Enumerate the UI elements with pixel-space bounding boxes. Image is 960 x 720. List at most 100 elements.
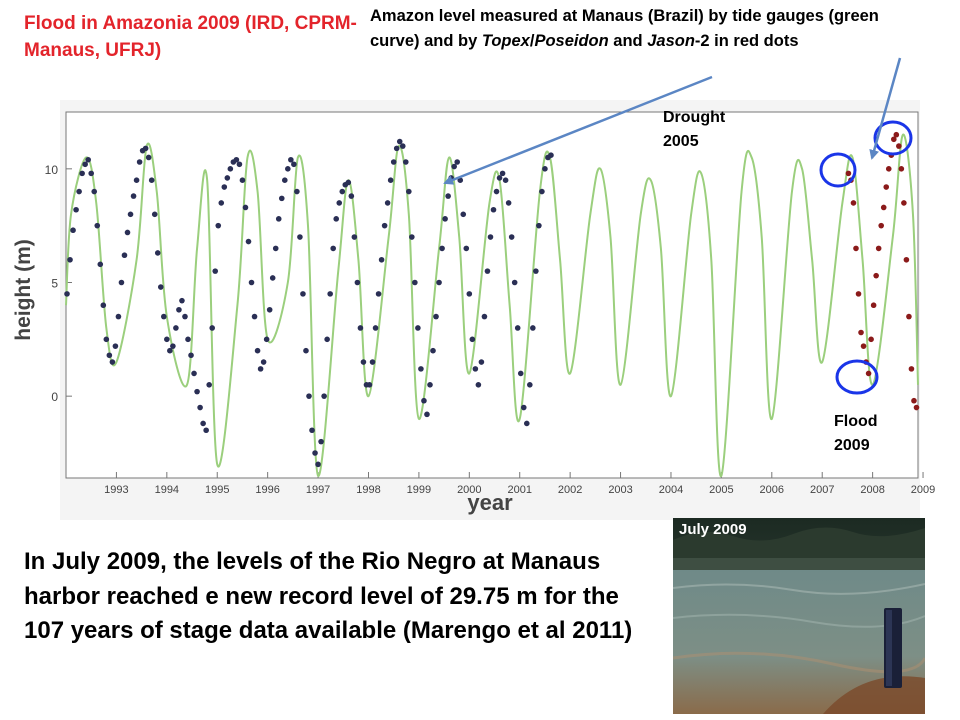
data-point-navy <box>375 291 382 297</box>
data-point-navy <box>64 291 70 297</box>
data-point-red <box>873 272 879 279</box>
data-point-navy <box>245 238 252 245</box>
y-axis-label: height (m) <box>12 239 35 340</box>
data-point-navy <box>415 325 421 331</box>
data-point-navy <box>390 159 397 165</box>
data-point-navy <box>278 195 285 202</box>
data-point-navy <box>76 188 82 195</box>
data-point-navy <box>366 381 373 388</box>
data-point-navy <box>336 200 343 206</box>
data-point-navy <box>409 234 415 240</box>
data-point-red <box>911 397 917 404</box>
x-tick-label: 2000 <box>457 484 481 496</box>
title-text-3: -2 in red dots <box>694 32 799 50</box>
data-point-navy <box>460 211 467 218</box>
data-point-navy <box>548 152 554 158</box>
data-point-navy <box>427 381 433 388</box>
data-point-navy <box>127 211 134 218</box>
data-point-red <box>898 166 905 172</box>
data-point-red <box>883 184 890 190</box>
title-italic-jason: Jason <box>647 32 695 50</box>
data-point-navy <box>490 206 497 213</box>
title-text-2: and <box>608 32 648 50</box>
data-point-navy <box>97 261 104 268</box>
data-point-navy <box>242 204 249 211</box>
data-point-navy <box>315 461 321 468</box>
title-slash: / <box>529 32 535 50</box>
slide-title-black: Amazon level measured at Manaus (Brazil)… <box>370 4 930 54</box>
x-tick-label: 1999 <box>407 484 431 496</box>
data-point-navy <box>167 347 173 354</box>
data-point-navy <box>109 359 116 365</box>
data-point-navy <box>454 159 461 165</box>
data-point-navy <box>188 352 194 359</box>
highlight-circle-2008-peak <box>819 152 857 188</box>
data-point-navy <box>100 302 107 309</box>
data-point-navy <box>345 179 352 186</box>
data-point-navy <box>327 291 333 297</box>
data-point-navy <box>224 175 231 181</box>
slide-title-red: Flood in Amazonia 2009 (IRD, CPRM-Manaus… <box>24 13 357 61</box>
data-point-red <box>908 366 915 372</box>
data-point-navy <box>170 343 176 349</box>
data-point-navy <box>520 404 527 411</box>
data-point-navy <box>121 252 128 259</box>
data-point-navy <box>466 291 473 297</box>
data-point-navy <box>227 166 234 172</box>
data-point-navy <box>239 177 246 183</box>
data-point-navy <box>221 184 228 190</box>
data-point-red <box>885 166 892 172</box>
data-point-navy <box>300 291 306 297</box>
data-point-navy <box>514 325 521 331</box>
x-tick-label: 1994 <box>155 484 179 496</box>
data-point-red <box>875 245 882 252</box>
series-line-green <box>65 133 919 477</box>
data-point-red <box>906 313 912 320</box>
x-tick-label: 2005 <box>709 484 733 496</box>
x-tick-label: 2004 <box>659 484 683 496</box>
data-point-navy <box>530 325 536 331</box>
data-point-navy <box>360 359 367 365</box>
data-point-navy <box>94 222 101 229</box>
flood-label-line1: Flood <box>834 413 878 430</box>
data-point-red <box>880 204 887 211</box>
data-point-navy <box>442 216 448 222</box>
data-point-navy <box>85 156 91 163</box>
data-point-navy <box>539 188 545 195</box>
y-tick-label: 5 <box>51 276 58 290</box>
data-point-red <box>853 245 859 252</box>
data-point-navy <box>179 297 185 304</box>
data-point-navy <box>502 177 509 183</box>
drought-2005-label: Drought 2005 <box>663 106 725 154</box>
data-point-red <box>878 222 884 229</box>
data-point-navy <box>291 161 297 168</box>
data-point-navy <box>257 366 264 372</box>
data-point-navy <box>402 159 409 165</box>
data-point-navy <box>130 193 137 199</box>
data-point-navy <box>303 347 309 354</box>
data-point-navy <box>511 279 518 286</box>
data-point-navy <box>154 250 161 256</box>
data-point-navy <box>487 234 494 240</box>
data-point-navy <box>176 306 182 313</box>
data-point-navy <box>527 381 533 388</box>
data-point-navy <box>70 227 76 234</box>
x-tick-label: 2003 <box>608 484 632 496</box>
x-axis-ticks: 1993 1994 1995 1996 1997 1998 1999 2000 2001 2002… <box>104 472 935 496</box>
data-point-navy <box>263 336 270 343</box>
data-point-navy <box>475 381 482 388</box>
flood-photo: July 2009 <box>673 518 925 714</box>
data-point-red <box>913 404 920 411</box>
data-point-red <box>860 343 867 349</box>
data-point-navy <box>266 306 273 313</box>
data-point-navy <box>536 222 542 229</box>
data-point-navy <box>348 193 355 199</box>
data-point-navy <box>82 161 88 168</box>
data-point-navy <box>164 336 170 343</box>
x-tick-label: 1995 <box>205 484 229 496</box>
data-point-red <box>858 329 864 336</box>
data-point-navy <box>493 188 500 195</box>
data-point-red <box>896 143 902 149</box>
data-point-red <box>870 302 877 309</box>
data-point-navy <box>384 200 391 206</box>
